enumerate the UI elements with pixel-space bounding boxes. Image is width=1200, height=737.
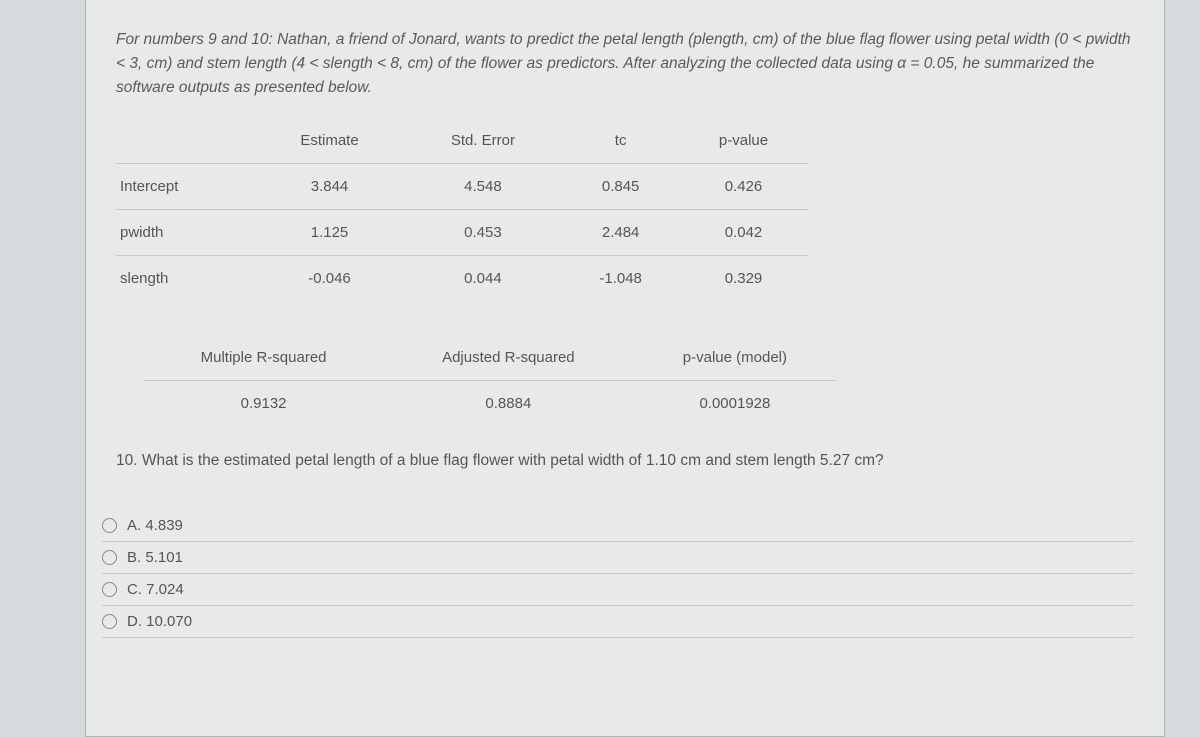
answer-options: A. 4.839 B. 5.101 C. 7.024 D. 10.070 bbox=[102, 510, 1134, 638]
option-label: C. 7.024 bbox=[127, 581, 184, 598]
col-header: Std. Error bbox=[403, 122, 562, 164]
cell: 0.9132 bbox=[144, 381, 383, 427]
model-stats-table: Multiple R-squared Adjusted R-squared p-… bbox=[144, 339, 836, 426]
cell: pwidth bbox=[116, 210, 256, 256]
radio-icon bbox=[102, 614, 117, 629]
radio-icon bbox=[102, 550, 117, 565]
cell: Intercept bbox=[116, 164, 256, 210]
cell: -0.046 bbox=[256, 256, 404, 302]
regression-table: Estimate Std. Error tc p-value Intercept… bbox=[116, 122, 808, 301]
cell: slength bbox=[116, 256, 256, 302]
col-header: p-value (model) bbox=[634, 339, 837, 381]
cell: 1.125 bbox=[256, 210, 404, 256]
option-a[interactable]: A. 4.839 bbox=[102, 510, 1134, 541]
option-b[interactable]: B. 5.101 bbox=[102, 541, 1134, 573]
question-text: 10. What is the estimated petal length o… bbox=[116, 452, 1134, 470]
cell: 0.426 bbox=[679, 164, 808, 210]
option-c[interactable]: C. 7.024 bbox=[102, 573, 1134, 605]
table-row: pwidth 1.125 0.453 2.484 0.042 bbox=[116, 210, 808, 256]
col-header: tc bbox=[563, 122, 679, 164]
col-header: Multiple R-squared bbox=[144, 339, 383, 381]
table-row: Intercept 3.844 4.548 0.845 0.426 bbox=[116, 164, 808, 210]
cell: 0.453 bbox=[403, 210, 562, 256]
cell: 0.044 bbox=[403, 256, 562, 302]
col-header bbox=[116, 122, 256, 164]
table-row: slength -0.046 0.044 -1.048 0.329 bbox=[116, 256, 808, 302]
intro-text: For numbers 9 and 10: Nathan, a friend o… bbox=[116, 28, 1134, 100]
col-header: Estimate bbox=[256, 122, 404, 164]
col-header: Adjusted R-squared bbox=[383, 339, 633, 381]
question-card: For numbers 9 and 10: Nathan, a friend o… bbox=[85, 0, 1165, 737]
col-header: p-value bbox=[679, 122, 808, 164]
option-d[interactable]: D. 10.070 bbox=[102, 605, 1134, 638]
cell: -1.048 bbox=[563, 256, 679, 302]
cell: 0.845 bbox=[563, 164, 679, 210]
cell: 0.329 bbox=[679, 256, 808, 302]
table-row: 0.9132 0.8884 0.0001928 bbox=[144, 381, 836, 427]
cell: 3.844 bbox=[256, 164, 404, 210]
option-label: A. 4.839 bbox=[127, 517, 183, 534]
cell: 0.042 bbox=[679, 210, 808, 256]
cell: 0.8884 bbox=[383, 381, 633, 427]
radio-icon bbox=[102, 518, 117, 533]
cell: 2.484 bbox=[563, 210, 679, 256]
option-label: B. 5.101 bbox=[127, 549, 183, 566]
option-label: D. 10.070 bbox=[127, 613, 192, 630]
cell: 0.0001928 bbox=[634, 381, 837, 427]
radio-icon bbox=[102, 582, 117, 597]
cell: 4.548 bbox=[403, 164, 562, 210]
